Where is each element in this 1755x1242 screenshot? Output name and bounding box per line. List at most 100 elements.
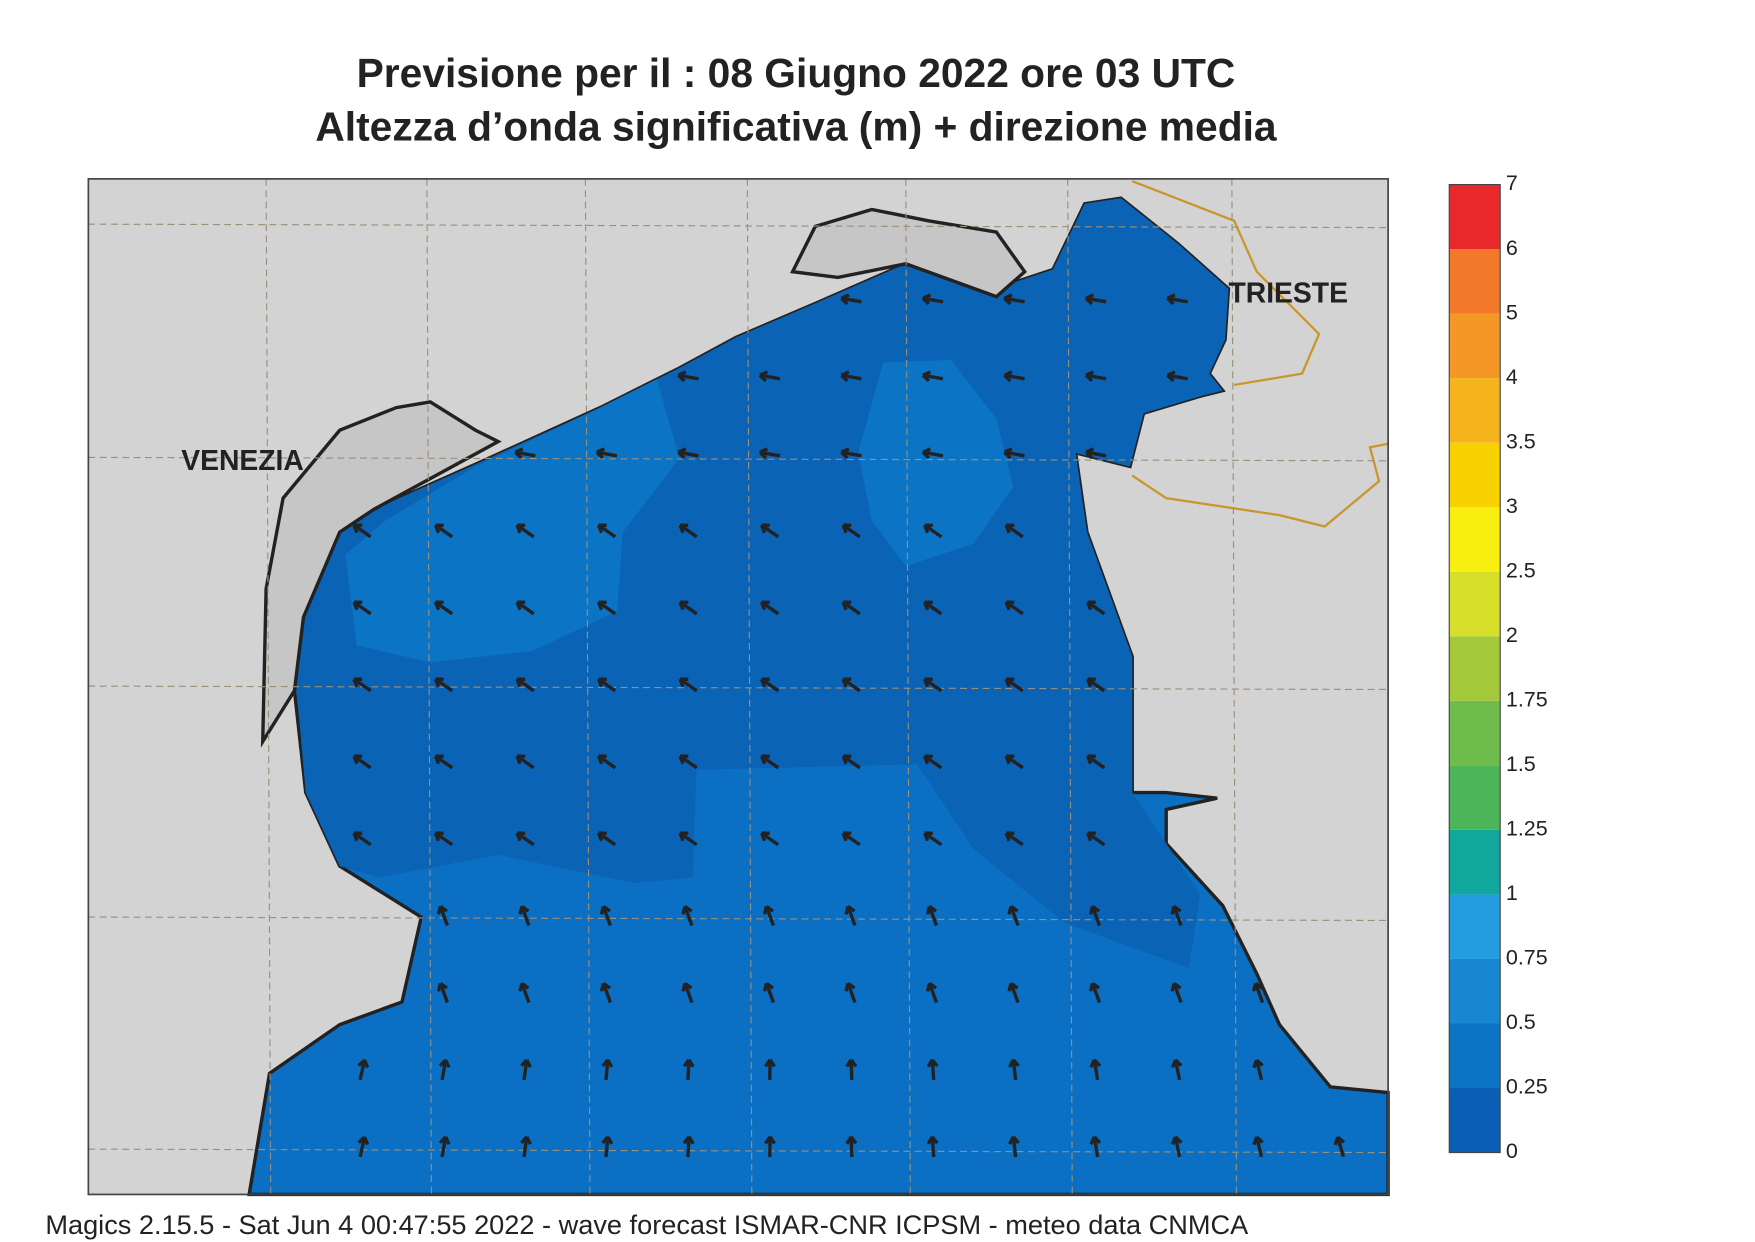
footer: Magics 2.15.5 - Sat Jun 4 00:47:55 2022 … — [45, 1209, 1249, 1240]
colorbar-label: 1.5 — [1506, 752, 1536, 776]
arrow — [1166, 370, 1188, 383]
arrow — [1084, 370, 1107, 383]
wave-directions — [352, 293, 1346, 1158]
arrow — [518, 904, 531, 927]
arrow — [515, 831, 535, 847]
arrow — [681, 904, 694, 927]
arrow — [1007, 904, 1020, 927]
arrow — [923, 754, 943, 770]
arrow — [760, 754, 780, 770]
colorbar-segment — [1449, 313, 1501, 379]
arrow — [840, 370, 862, 383]
colorbar-label: 1.25 — [1506, 817, 1548, 841]
arrow — [433, 677, 454, 693]
arrow — [515, 600, 535, 616]
arrow — [764, 1058, 776, 1081]
arrow — [1086, 677, 1106, 693]
arrow — [352, 831, 372, 847]
arrow — [352, 523, 372, 539]
arrow — [762, 981, 776, 1004]
colorbar-frame — [1448, 183, 1501, 1154]
arrow — [436, 904, 449, 927]
arrow — [515, 677, 535, 693]
arrow — [681, 981, 694, 1004]
arrow — [1170, 1135, 1183, 1158]
place-label: VENEZIA — [181, 444, 304, 476]
lagoon — [260, 400, 502, 748]
arrow — [1089, 1058, 1102, 1081]
grid-line — [88, 1148, 1389, 1154]
arrow — [1089, 1135, 1102, 1158]
arrow — [596, 754, 617, 770]
border — [1131, 180, 1389, 528]
arrow — [433, 831, 454, 847]
arrow — [760, 600, 780, 616]
colorbar-segment — [1449, 249, 1501, 314]
arrow — [1004, 600, 1024, 616]
arrow — [433, 600, 454, 616]
arrow — [841, 831, 861, 847]
arrow — [433, 754, 454, 770]
arrow — [1007, 981, 1020, 1004]
sea-zone-mid — [858, 360, 1014, 567]
arrow — [841, 600, 861, 616]
arrow — [760, 831, 780, 847]
arrow — [518, 981, 531, 1004]
colorbar-segment — [1449, 1023, 1501, 1089]
arrow — [515, 754, 535, 770]
arrow — [923, 600, 943, 616]
colorbar-label: 2 — [1506, 623, 1518, 647]
island — [789, 207, 1027, 299]
colorbar-label: 0.75 — [1506, 946, 1548, 970]
arrow — [596, 677, 617, 693]
arrow — [841, 754, 861, 770]
arrow — [1008, 1135, 1020, 1158]
arrow — [1004, 831, 1024, 847]
colorbar-segment — [1449, 958, 1501, 1024]
arrow — [352, 754, 372, 770]
arrow — [599, 904, 612, 927]
colorbar-label: 4 — [1506, 365, 1518, 389]
map-frame — [87, 178, 1389, 1196]
colorbar-label: 2.5 — [1506, 558, 1536, 582]
arrow — [1003, 447, 1025, 460]
arrow — [845, 1058, 858, 1081]
colorbar-segment — [1449, 507, 1501, 572]
grid-line — [88, 456, 1389, 462]
colorbar-segment — [1449, 829, 1501, 895]
arrow — [1170, 904, 1183, 927]
colorbar-segment — [1449, 1088, 1501, 1153]
arrow — [596, 831, 617, 847]
arrow — [764, 1135, 776, 1158]
arrow — [1252, 1135, 1264, 1158]
arrow — [436, 981, 449, 1004]
arrow — [357, 1135, 370, 1158]
arrow — [926, 1135, 939, 1158]
colorbar-segment — [1449, 700, 1501, 766]
colorbar-label: 5 — [1506, 300, 1518, 324]
colorbar-label: 0.5 — [1506, 1010, 1536, 1034]
arrow — [845, 1135, 858, 1158]
map: VENEZIA TRIESTE — [87, 178, 1390, 1197]
arrow — [599, 981, 612, 1004]
colorbar-label: 1.75 — [1506, 688, 1548, 712]
colorbar-label: 6 — [1506, 236, 1518, 260]
arrow — [1252, 1058, 1264, 1081]
arrow — [921, 293, 944, 306]
arrow — [1004, 754, 1024, 770]
subtitle: Altezza d’onda significativa (m) + direz… — [315, 103, 1277, 149]
arrow — [1084, 447, 1107, 460]
arrow — [682, 1058, 695, 1081]
arrow — [1333, 1135, 1346, 1158]
arrow — [515, 523, 535, 539]
arrow — [921, 447, 944, 460]
arrow — [1166, 293, 1188, 306]
arrow — [840, 293, 862, 306]
place-label: TRIESTE — [1228, 276, 1348, 308]
arrow — [760, 523, 780, 539]
arrow — [923, 677, 943, 693]
colorbar-label: 7 — [1506, 171, 1518, 195]
arrow — [762, 904, 776, 927]
